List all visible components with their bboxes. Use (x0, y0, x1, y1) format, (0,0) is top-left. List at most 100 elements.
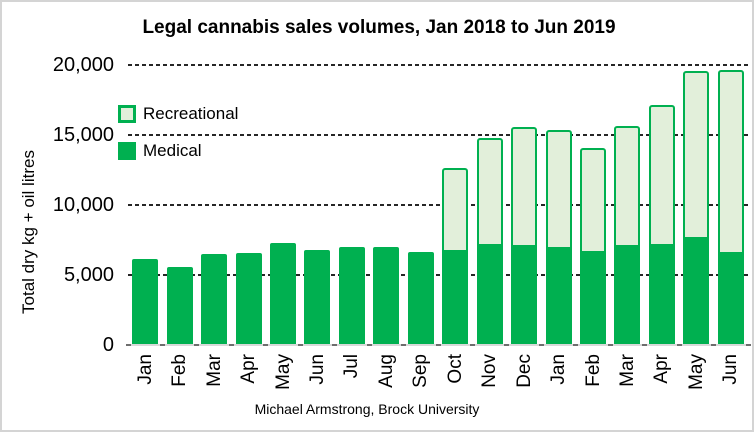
x-axis-tick (538, 344, 544, 346)
x-tick-label-1: Jan (134, 354, 156, 385)
x-axis-tick (194, 344, 200, 346)
medical-segment (580, 253, 606, 344)
medical-segment (304, 250, 331, 344)
x-axis-tick (332, 344, 338, 346)
medical-segment (648, 246, 675, 344)
attribution-caption: Michael Armstrong, Brock University (254, 401, 480, 417)
bar-18-jun (717, 69, 744, 344)
x-axis-tick (504, 344, 510, 346)
recreational-segment (545, 129, 572, 249)
x-axis-tick (125, 344, 131, 346)
bar-4-apr (235, 253, 262, 344)
gridline-15000 (128, 134, 748, 136)
bar-5-may (270, 243, 296, 344)
gridline-10000 (128, 204, 748, 206)
x-axis-tick (607, 344, 613, 346)
x-tick-label-6: Jun (306, 354, 328, 385)
medical-segment (338, 247, 365, 344)
y-tick-label: 10,000 (52, 194, 114, 216)
medical-segment (545, 248, 572, 344)
bar-12-dec (511, 127, 538, 344)
y-axis-tick-labels: 20,000 15,000 10,000 5,000 0 (2, 54, 114, 356)
x-tick-label-8: Aug (375, 354, 397, 388)
x-axis-tick (435, 344, 441, 346)
bar-10-oct (442, 167, 469, 344)
y-tick-label: 0 (102, 334, 114, 356)
y-tick-label: 5,000 (63, 264, 114, 286)
x-tick-label-11: Nov (479, 354, 501, 388)
bar-13-jan (545, 129, 572, 344)
recreational-segment (717, 69, 744, 255)
legend-item-medical: Medical (118, 141, 238, 160)
x-axis-tick (228, 344, 234, 346)
medical-segment (201, 254, 228, 344)
x-tick-label-18: Jun (720, 354, 742, 385)
recreational-segment (614, 125, 641, 248)
recreational-swatch-icon (118, 105, 136, 123)
medical-swatch-icon (118, 142, 136, 160)
bar-3-mar (201, 254, 228, 344)
bar-1-jan (132, 258, 159, 344)
medical-segment (270, 243, 296, 344)
x-axis-tick (469, 344, 475, 346)
x-axis-tick (159, 344, 165, 346)
medical-segment (476, 246, 503, 344)
bar-16-apr (648, 104, 675, 344)
x-tick-label-5: May (272, 354, 294, 390)
y-tick-label: 20,000 (52, 54, 114, 76)
x-tick-label-15: Mar (616, 354, 638, 387)
medical-segment (614, 247, 641, 344)
x-tick-label-14: Feb (582, 354, 604, 387)
recreational-segment (442, 167, 469, 252)
plot-area (125, 64, 751, 346)
medical-segment (407, 251, 434, 344)
x-tick-label-17: May (685, 354, 707, 390)
x-tick-label-12: Dec (513, 354, 535, 388)
bar-9-sep (407, 251, 434, 344)
x-tick-label-2: Feb (169, 354, 191, 387)
recreational-segment (648, 104, 675, 246)
medical-segment (132, 258, 159, 344)
recreational-segment (511, 127, 538, 248)
legend-label-medical: Medical (143, 141, 202, 160)
medical-segment (166, 267, 193, 344)
bar-6-jun (304, 250, 331, 344)
x-axis-tick (573, 344, 579, 346)
legend-label-recreational: Recreational (143, 104, 239, 123)
x-tick-label-16: Apr (651, 354, 673, 384)
medical-segment (683, 239, 710, 344)
legend: Recreational Medical (118, 104, 239, 179)
x-tick-label-3: Mar (203, 354, 225, 387)
y-tick-label: 15,000 (52, 124, 114, 146)
recreational-segment (580, 148, 606, 253)
x-tick-label-10: Oct (444, 354, 466, 384)
bar-17-may (683, 71, 710, 344)
bar-7-jul (338, 247, 365, 344)
recreational-segment (683, 71, 710, 239)
x-axis-tick (366, 344, 372, 346)
chart-title: Legal cannabis sales volumes, Jan 2018 t… (142, 17, 616, 38)
x-axis-tick (711, 344, 717, 346)
x-tick-label-7: Jul (341, 354, 363, 379)
bar-14-feb (580, 148, 606, 344)
x-tick-label-4: Apr (238, 354, 260, 384)
x-axis-tick (401, 344, 407, 346)
x-axis-tick (745, 344, 751, 346)
x-tick-label-13: Jan (548, 354, 570, 385)
x-axis-tick (676, 344, 682, 346)
medical-segment (235, 253, 262, 344)
gridline-20000 (128, 64, 748, 66)
bar-8-aug (373, 247, 400, 344)
recreational-segment (476, 138, 503, 246)
medical-segment (442, 251, 469, 344)
medical-segment (717, 254, 744, 344)
medical-segment (511, 247, 538, 344)
medical-segment (373, 247, 400, 344)
bar-2-feb (166, 267, 193, 344)
bar-15-mar (614, 125, 641, 344)
y-axis-title-text: Total dry kg + oil litres (19, 150, 38, 314)
legend-item-recreational: Recreational (118, 104, 239, 123)
x-axis-tick (297, 344, 303, 346)
bar-11-nov (476, 138, 503, 344)
